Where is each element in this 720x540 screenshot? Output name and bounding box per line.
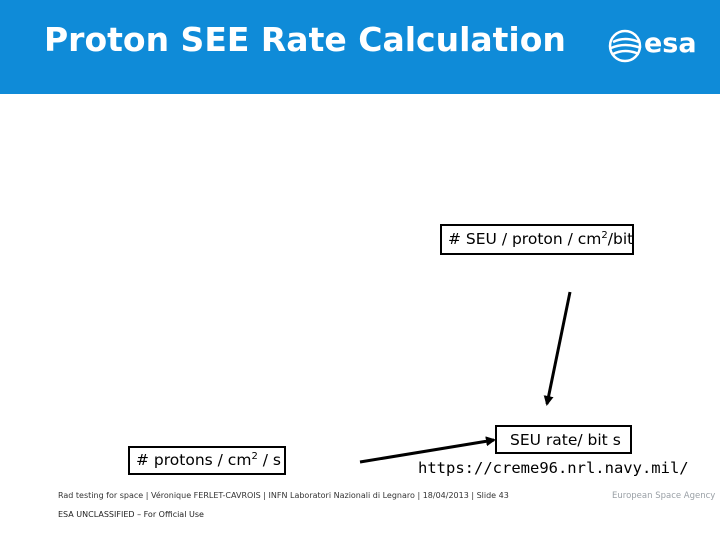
slide-title: Proton SEE Rate Calculation: [44, 20, 566, 59]
cross-section-suffix: /bit: [607, 230, 634, 248]
arrow-flux-to-rate: [359, 436, 496, 464]
rate-label: SEU rate/ bit s: [510, 431, 621, 449]
esa-globe-icon: [608, 29, 642, 63]
rate-box: [495, 425, 632, 454]
esa-logo: esa: [607, 26, 707, 66]
arrow-cross-section-to-rate: [543, 291, 572, 406]
flux-suffix: / s: [257, 451, 281, 469]
cross-section-box: [440, 224, 634, 255]
cross-section-label: # SEU / proton / cm2/bit: [448, 230, 633, 248]
flux-box: [128, 446, 286, 475]
footer-text: Rad testing for space | Véronique FERLET…: [58, 491, 509, 500]
flux-exponent: 2: [251, 451, 258, 462]
flux-prefix: # protons / cm: [136, 451, 252, 469]
cross-section-exponent: 2: [601, 230, 608, 241]
header-bar: Proton SEE Rate Calculation esa: [0, 0, 720, 94]
flux-label: # protons / cm2 / s: [136, 451, 281, 469]
classification-text: ESA UNCLASSIFIED – For Official Use: [58, 510, 204, 519]
esa-logo-text: esa: [644, 28, 697, 59]
agency-name: European Space Agency: [612, 491, 716, 501]
creme96-url[interactable]: https://creme96.nrl.navy.mil/: [418, 459, 689, 477]
cross-section-prefix: # SEU / proton / cm: [448, 230, 602, 248]
